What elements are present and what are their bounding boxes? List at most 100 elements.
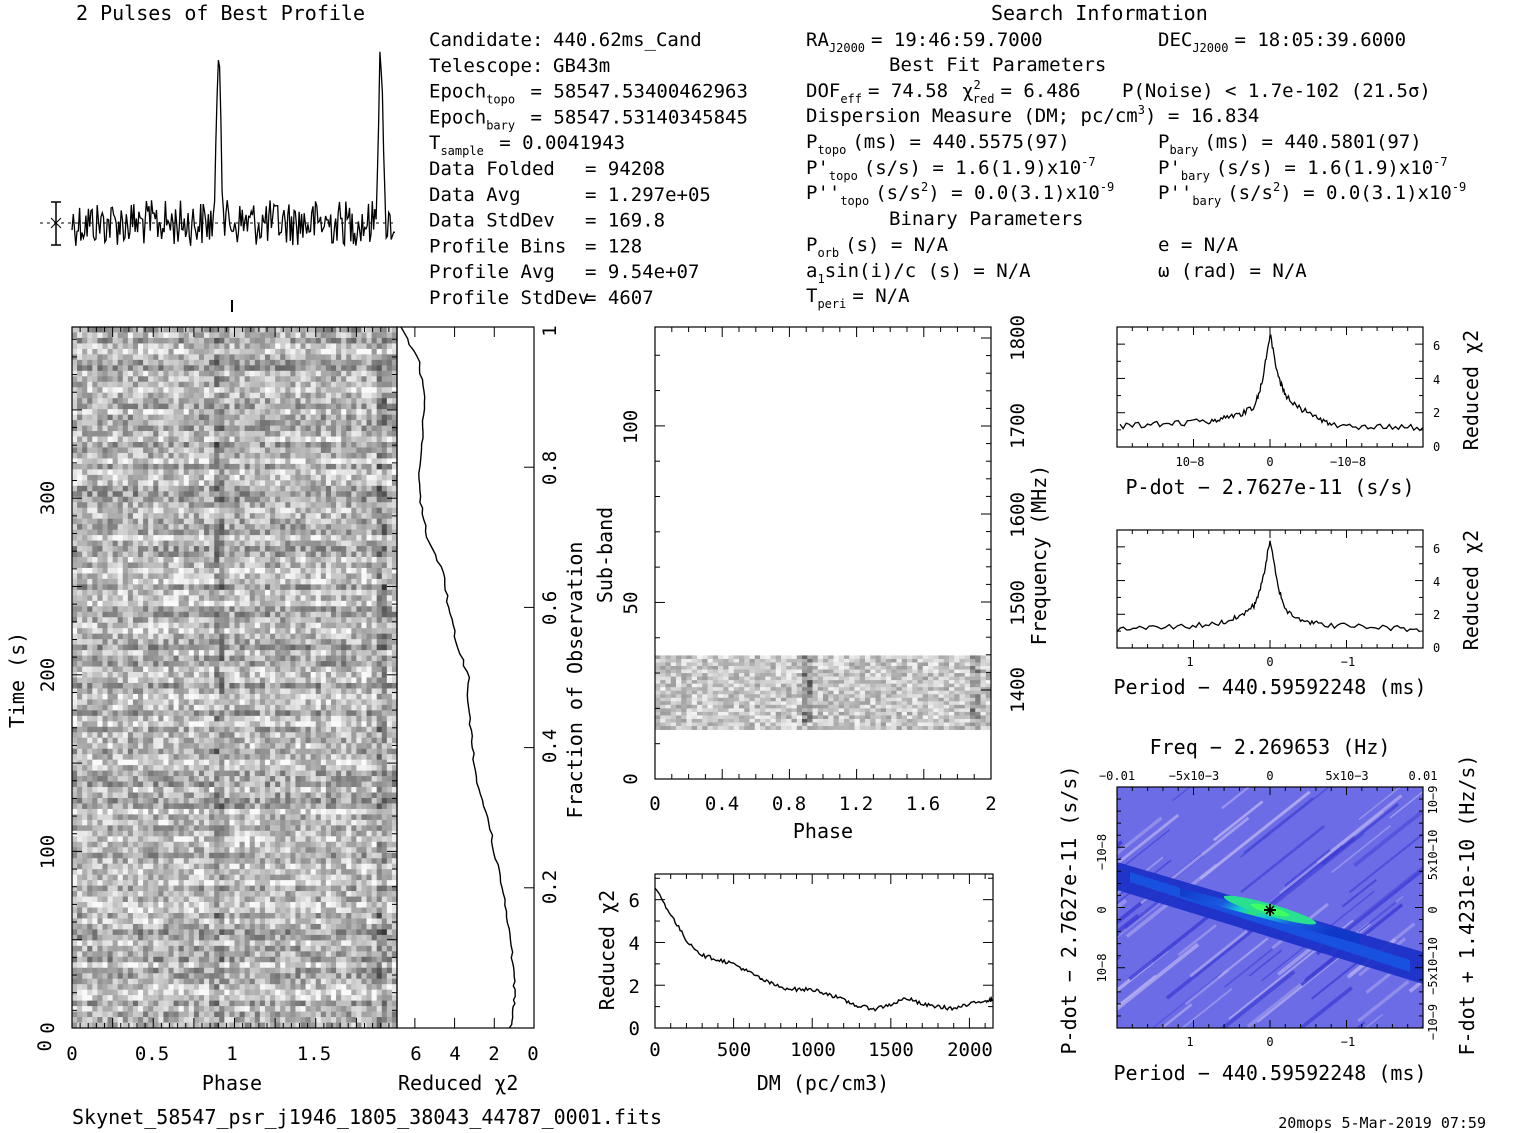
time-phase-cell [259,343,266,350]
time-phase-cell [198,414,205,421]
time-phase-cell [193,332,200,339]
time-phase-cell [188,567,195,574]
time-phase-cell [168,480,174,487]
time-phase-cell [341,573,347,580]
time-phase-cell [270,354,276,361]
time-phase-cell [178,600,185,607]
time-phase-cell [320,485,327,492]
time-phase-cell [72,693,78,700]
time-phase-cell [325,677,332,684]
time-phase-cell [290,644,296,651]
time-phase-cell [381,431,388,437]
time-phase-cell [122,431,129,437]
time-phase-cell [224,661,230,667]
time-phase-cell [371,452,378,459]
time-phase-cell [346,442,352,448]
time-phase-cell [239,644,246,651]
time-phase-cell [239,376,246,383]
time-phase-cell [143,721,149,728]
time-phase-cell [148,661,154,667]
time-phase-cell [361,677,367,684]
time-phase-cell [107,469,114,476]
time-phase-cell [270,370,276,377]
time-phase-cell [138,480,144,487]
time-phase-cell [285,688,291,695]
time-phase-cell [270,332,276,339]
time-phase-cell [148,639,154,646]
time-phase-cell [361,414,367,421]
time-phase-cell [198,661,205,667]
time-phase-cell [87,507,93,514]
time-phase-cell [305,327,312,333]
time-phase-cell [132,485,139,492]
time-phase-cell [244,392,251,399]
time-phase-cell [229,688,235,695]
time-phase-cell [148,436,154,443]
time-phase-cell [325,463,332,470]
time-phase-cell [330,507,337,514]
time-phase-cell [72,699,78,706]
time-phase-cell [280,387,286,394]
time-phase-cell [330,666,337,673]
time-phase-cell [290,726,296,733]
time-phase-cell [92,348,98,355]
time-phase-cell [361,578,367,585]
time-phase-cell [168,661,174,667]
time-phase-cell [244,655,251,662]
time-phase-cell [290,529,296,536]
time-phase-cell [148,327,154,333]
time-phase-cell [371,535,378,541]
time-phase-cell [209,447,215,454]
time-phase-cell [102,639,108,646]
time-phase-cell [300,644,306,651]
time-phase-cell [376,715,383,722]
time-phase-cell [153,737,159,744]
time-phase-cell [371,567,378,574]
time-phase-cell [229,732,235,739]
time-phase-cell [82,348,88,355]
time-phase-cell [285,546,291,552]
time-phase-cell [102,524,108,531]
time-phase-cell [158,611,164,618]
time-phase-cell [117,485,124,492]
time-phase-cell [229,507,235,514]
time-phase-cell [117,474,124,481]
time-phase-cell [376,661,383,667]
time-phase-cell [138,578,144,585]
time-phase-cell [92,507,98,514]
time-phase-cell [183,425,190,432]
candidate-info-label: Epochbary = 58547.53140345845 [429,106,748,132]
time-phase-cell [183,715,190,722]
time-phase-cell [224,622,230,629]
time-phase-cell [259,507,266,514]
time-phase-cell [336,682,342,689]
time-phase-cell [229,606,235,613]
time-phase-cell [87,513,93,520]
time-phase-cell [351,688,357,695]
time-phase-cell [158,359,164,366]
time-phase-cell [163,600,169,607]
time-phase-cell [320,606,327,613]
time-phase-cell [219,699,225,706]
time-phase-cell [234,578,240,585]
time-phase-cell [295,743,301,750]
time-phase-cell [214,398,220,405]
time-phase-cell [295,573,301,580]
time-phase-cell [188,704,195,711]
time-phase-cell [158,672,164,678]
time-phase-cell [97,420,103,426]
time-phase-cell [138,513,144,520]
time-phase-cell [209,463,215,470]
ra-label: RAJ2000 = 19:46:59.7000 [806,29,1043,55]
time-phase-cell [290,677,296,684]
time-phase-cell [107,354,114,361]
time-phase-cell [305,452,312,459]
time-phase-cell [325,376,332,383]
time-phase-cell [356,507,362,514]
time-phase-cell [320,589,327,596]
time-phase-cell [371,726,378,733]
time-phase-cell [290,650,296,656]
time-phase-cell [127,721,134,728]
time-phase-cell [234,507,240,514]
time-phase-cell [259,650,266,656]
